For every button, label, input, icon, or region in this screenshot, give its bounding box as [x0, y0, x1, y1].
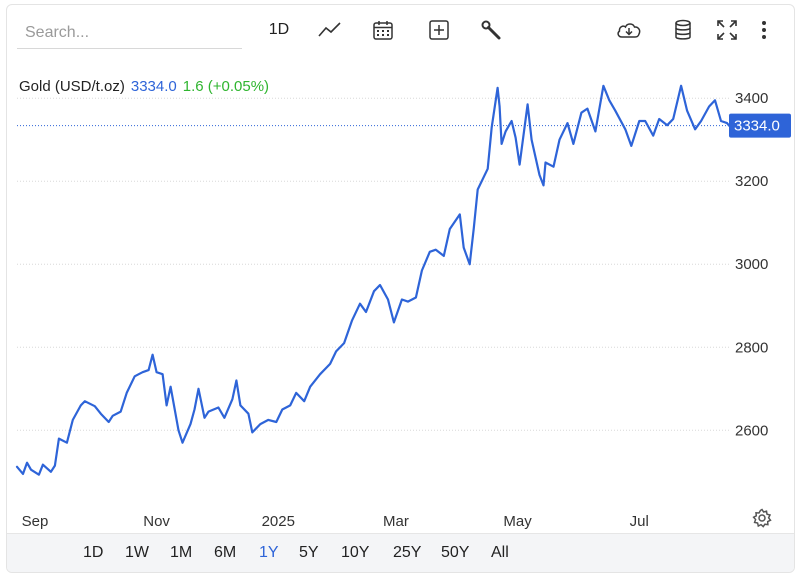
x-tick-label: May	[503, 513, 532, 530]
download-button[interactable]	[612, 15, 646, 45]
y-tick-label: 3000	[735, 256, 768, 273]
range-selector: 1D 1W 1M 6M 1Y 5Y 10Y 25Y 50Y All	[7, 533, 794, 573]
price-chart[interactable]: 2600 2800 3000 3200 3400 Sep Nov 2025 Mar May Jul…	[7, 5, 795, 533]
plus-box-icon	[429, 20, 449, 40]
add-indicator-button[interactable]	[422, 15, 456, 45]
range-button-5y[interactable]: 5Y	[299, 544, 319, 561]
active-range-underline	[252, 572, 292, 573]
legend-change: 1.6 (+0.05%)	[182, 78, 270, 95]
range-button-6m[interactable]: 6M	[214, 544, 237, 561]
range-button-1m[interactable]: 1M	[170, 544, 193, 561]
interval-label: 1D	[268, 21, 290, 38]
x-tick-label: Nov	[143, 513, 170, 530]
wrench-icon	[481, 20, 501, 40]
fullscreen-icon	[717, 20, 737, 40]
chart-settings-icon[interactable]	[752, 508, 772, 528]
toolbar: 1D	[7, 5, 794, 55]
search-input[interactable]	[17, 17, 242, 49]
x-axis: Sep Nov 2025 Mar May Jul	[22, 513, 649, 530]
range-button-50y[interactable]: 50Y	[441, 544, 470, 561]
fullscreen-button[interactable]	[710, 15, 744, 45]
data-button[interactable]	[666, 15, 700, 45]
calendar-button[interactable]	[366, 15, 400, 45]
legend-symbol-name: Gold (USD/t.oz)	[19, 78, 125, 95]
range-button-1d[interactable]: 1D	[83, 544, 104, 561]
series-line-gold	[15, 84, 731, 476]
legend-price: 3334.0	[130, 78, 177, 95]
y-tick-label: 3400	[735, 90, 768, 107]
y-axis: 2600 2800 3000 3200 3400	[735, 90, 768, 439]
line-chart-button[interactable]	[313, 15, 347, 45]
calendar-icon	[373, 21, 393, 40]
interval-button[interactable]: 1D	[262, 15, 296, 45]
more-vertical-icon	[762, 21, 766, 39]
cloud-download-icon	[617, 23, 641, 38]
legend: Gold (USD/t.oz) 3334.0 1.6 (+0.05%)	[19, 78, 269, 95]
range-button-1y[interactable]: 1Y	[259, 544, 279, 561]
x-tick-label: Jul	[630, 513, 649, 530]
price-tag-background	[729, 113, 791, 138]
range-button-25y[interactable]: 25Y	[393, 544, 422, 561]
grid	[17, 97, 729, 431]
more-button[interactable]	[752, 15, 776, 45]
y-tick-label: 2800	[735, 339, 768, 356]
line-chart-icon	[318, 22, 341, 37]
price-tag-label: 3334.0	[734, 118, 780, 135]
y-tick-label: 3200	[735, 173, 768, 190]
x-tick-label: 2025	[262, 513, 295, 530]
range-button-all[interactable]: All	[491, 544, 509, 561]
chart-widget: 1D	[6, 4, 795, 573]
database-icon	[675, 19, 691, 40]
range-button-1w[interactable]: 1W	[125, 544, 149, 561]
settings-tools-button[interactable]	[474, 15, 508, 45]
range-button-10y[interactable]: 10Y	[341, 544, 370, 561]
x-tick-label: Mar	[383, 513, 409, 530]
price-tag: 3334.0	[729, 113, 791, 138]
y-tick-label: 2600	[735, 422, 768, 439]
x-tick-label: Sep	[22, 513, 49, 530]
